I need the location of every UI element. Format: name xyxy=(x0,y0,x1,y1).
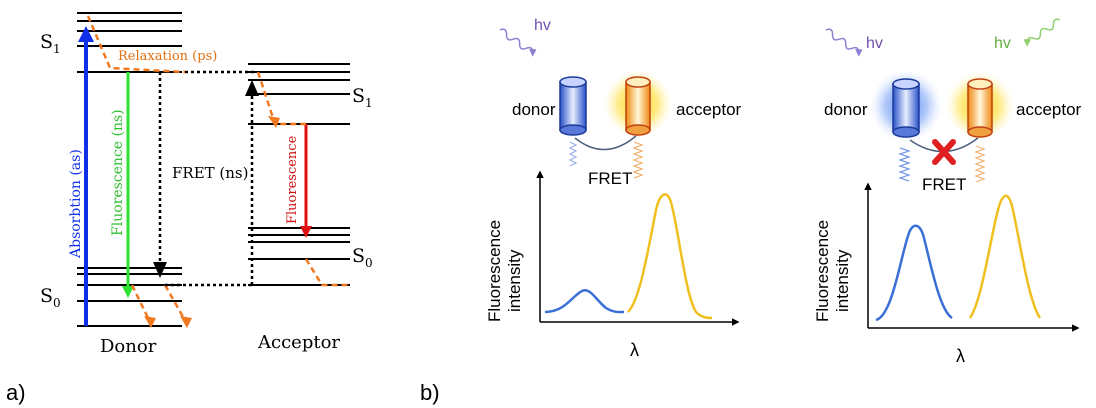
hv-donor-label: hv xyxy=(866,35,883,52)
panel-a: S1 S0 S1 S0 Relaxation (ps) FRET (ns) Ab… xyxy=(6,12,373,405)
hv-acceptor-label: hv xyxy=(994,35,1011,52)
donor-emission-curve xyxy=(544,289,625,314)
s1-label-donor: S1 xyxy=(40,31,61,56)
hv-wave-icon xyxy=(499,28,537,57)
donor-label: donor xyxy=(512,100,556,119)
donor-label: donor xyxy=(824,100,868,119)
acceptor-emission-curve xyxy=(968,194,1042,319)
fret-label: FRET xyxy=(588,169,632,188)
acceptor-s0-levels xyxy=(248,227,350,286)
acceptor-cylinder-icon xyxy=(967,78,993,138)
relaxation-arrowheads xyxy=(144,116,280,328)
acceptor-cylinder-icon xyxy=(625,76,651,136)
relaxation-label: Relaxation (ps) xyxy=(118,49,217,64)
panel-a-label: a) xyxy=(6,380,26,405)
donor-fluorescence-label: Fluorescence (ns) xyxy=(110,109,126,236)
x-axis-label: λ xyxy=(956,346,965,366)
donor-emission-curve xyxy=(875,224,953,322)
fret-arrowheads xyxy=(153,80,259,278)
x-axis-label: λ xyxy=(630,340,639,360)
donor-label: Donor xyxy=(100,336,157,357)
s1-label-acceptor: S1 xyxy=(352,85,373,110)
acceptor-emission-curve xyxy=(627,193,713,320)
acceptor-label: acceptor xyxy=(676,100,742,119)
fret-link-arc xyxy=(574,135,637,151)
fret-paths xyxy=(158,70,255,287)
absorption-label: Absorbtion (as) xyxy=(68,149,84,259)
acceptor-label: acceptor xyxy=(1016,100,1082,119)
s0-label-acceptor: S0 xyxy=(352,245,373,270)
donor-emission-spring xyxy=(568,141,578,167)
acceptor-label: Acceptor xyxy=(257,332,340,353)
panel-b-left: hv donor acceptor FRET Fluorescenceinten… xyxy=(485,17,742,360)
s0-label-donor: S0 xyxy=(40,285,61,310)
hv-acceptor-wave-icon xyxy=(1023,18,1061,47)
hv-label: hv xyxy=(534,17,551,34)
acceptor-s1-levels xyxy=(248,63,350,125)
panel-b-right: hv hv donor acceptor FRET xyxy=(813,18,1082,366)
panel-b-label: b) xyxy=(420,380,440,405)
acceptor-emission-spring xyxy=(632,141,644,179)
donor-cylinder-icon xyxy=(559,76,587,136)
acceptor-fluorescence-label: Fluorescence xyxy=(285,135,300,224)
fret-label: FRET xyxy=(922,175,966,194)
hv-donor-wave-icon xyxy=(825,28,863,57)
acceptor-emission-spring xyxy=(974,145,986,183)
fret-label: FRET (ns) xyxy=(172,164,249,182)
donor-emission-spring xyxy=(898,147,911,182)
y-axis-label: Fluorescenceintensity xyxy=(485,220,524,322)
y-axis-label: Fluorescenceintensity xyxy=(813,220,852,322)
blocked-x-icon xyxy=(932,139,956,165)
donor-cylinder-icon xyxy=(892,78,920,138)
